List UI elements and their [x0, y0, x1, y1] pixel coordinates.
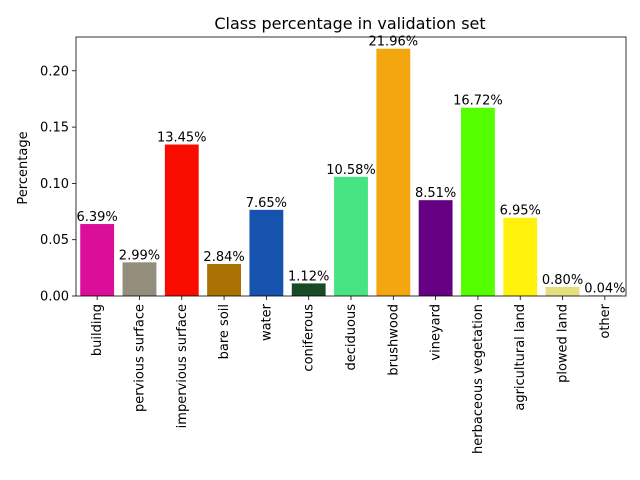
bar-value-label-5: 1.12% — [288, 269, 329, 284]
bar-7 — [376, 48, 411, 297]
bar-6 — [334, 176, 368, 296]
x-tick-label-0: building — [90, 304, 105, 356]
y-tick-label-1: 0.05 — [40, 233, 69, 248]
x-tick-label-8: vineyard — [429, 304, 444, 361]
y-axis-label: Percentage — [16, 131, 31, 204]
x-tick-label-9: herbaceous vegetation — [471, 304, 486, 454]
bar-value-label-10: 6.95% — [500, 204, 541, 219]
x-tick-label-5: coniferous — [302, 304, 317, 372]
bar-1 — [122, 262, 157, 296]
y-tick-label-4: 0.20 — [40, 64, 69, 79]
x-tick-label-10: agricultural land — [513, 304, 528, 411]
bar-value-label-8: 8.51% — [415, 186, 456, 201]
bar-3 — [207, 264, 241, 296]
y-tick-label-2: 0.10 — [40, 177, 69, 192]
x-tick-label-3: bare soil — [217, 304, 232, 359]
bar-5 — [291, 283, 326, 296]
bar-10 — [503, 217, 538, 296]
bar-value-label-0: 6.39% — [76, 210, 117, 225]
x-tick-label-1: pervious surface — [132, 304, 147, 412]
x-tick-label-6: deciduous — [344, 304, 359, 371]
bar-value-label-12: 0.04% — [584, 282, 625, 297]
bar-11 — [545, 286, 580, 296]
bar-value-label-1: 2.99% — [119, 248, 160, 263]
bar-8 — [418, 200, 453, 296]
bar-2 — [164, 144, 199, 296]
bar-value-label-3: 2.84% — [203, 250, 244, 265]
x-tick-label-11: plowed land — [556, 304, 571, 383]
axes-frame — [75, 36, 627, 297]
plot-area: 6.39% building 2.99% pervious surface 13.45%… — [40, 35, 627, 454]
y-tick-label-0: 0.00 — [40, 290, 69, 305]
y-tick-label-3: 0.15 — [40, 121, 69, 136]
chart-title: Class percentage in validation set — [214, 14, 485, 33]
bar-value-label-2: 13.45% — [157, 131, 207, 146]
bar-value-label-4: 7.65% — [246, 196, 287, 211]
x-tick-label-4: water — [259, 303, 274, 341]
bar-0 — [80, 224, 115, 296]
bar-value-label-11: 0.80% — [542, 273, 583, 288]
bar-value-label-9: 16.72% — [453, 94, 503, 109]
x-tick-label-2: impervious surface — [175, 304, 190, 428]
bar-9 — [461, 107, 495, 296]
bar-value-label-7: 21.96% — [369, 35, 419, 50]
bar-value-label-6: 10.58% — [326, 163, 376, 178]
bar-4 — [249, 209, 284, 296]
x-tick-label-7: brushwood — [386, 304, 401, 376]
x-tick-label-12: other — [598, 303, 613, 338]
